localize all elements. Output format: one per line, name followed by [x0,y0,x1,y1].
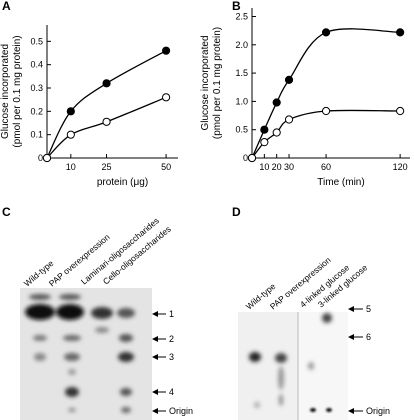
data-point [42,153,52,163]
data-point [321,106,331,116]
y-axis-label: (pmol per 0.1 mg protein) [212,27,223,139]
data-point [272,128,281,137]
data-point [161,46,171,55]
y-tick-label: 0.4 [30,60,43,70]
data-point [272,98,281,107]
y-tick-label: 0.1 [30,130,43,140]
y-tick-label: 0.5 [235,125,248,135]
data-point [396,28,405,37]
x-tick-label: 20 [272,162,282,172]
gel-image [238,312,348,420]
x-tick-label: 25 [102,162,112,172]
data-point [260,125,269,134]
y-tick-label: 0 [243,153,248,163]
x-axis-label: Time (min) [317,177,364,188]
x-axis-label: protein (μg) [97,177,148,188]
y-tick-label: 1.5 [235,68,248,78]
band-marker: 1 [169,309,174,319]
x-tick-label: 30 [284,162,294,172]
x-tick-label: 10 [66,162,76,172]
lane-labels: Wild-type PAP overexpression 4-linked gl… [244,255,370,312]
x-tick-label: 50 [161,162,171,172]
band-marker: Origin [169,406,193,416]
y-tick-label: 0 [38,153,43,163]
fit-curve [251,28,401,159]
y-axis-label: Glucose incorporated [0,44,11,139]
band-marker: 2 [169,334,174,344]
data-point [284,115,294,124]
y-axis-label: (pmol per 0.1 mg protein) [12,35,23,147]
band-marker: Origin [366,406,390,416]
data-point [66,107,75,116]
marker-arrows [348,306,363,414]
gel-image [20,288,152,420]
data-point [396,106,405,116]
y-tick-label: 0.3 [30,83,43,93]
data-point [321,28,331,37]
panel-label: B [232,0,241,13]
y-tick-label: 2.5 [235,11,248,21]
y-axis-label: Glucose incorporated [200,35,211,130]
x-tick-label: 60 [321,162,331,172]
band-marker: 3 [169,352,174,362]
band-marker: 5 [366,304,371,314]
data-point [102,117,111,126]
x-tick-label: 120 [393,162,408,172]
panel-label: A [2,0,11,13]
lane-labels: Wild-type PAP overexpression Laminari-ol… [22,215,173,288]
fit-curve [46,50,167,159]
marker-arrows [152,311,166,414]
y-tick-label: 1.0 [235,96,248,106]
y-tick-label: 0.5 [30,36,43,46]
data-point [260,138,269,147]
data-point [284,75,294,84]
fit-curve [46,96,167,159]
data-point [102,79,111,88]
band-marker: 4 [169,387,174,397]
panel-label: C [2,205,11,219]
data-point [161,93,171,102]
data-point [66,130,75,139]
y-tick-label: 2.0 [235,40,248,50]
data-point [247,153,257,163]
band-marker: 6 [366,332,371,342]
y-tick-label: 0.2 [30,106,43,116]
panel-label: D [232,205,241,219]
x-tick-label: 10 [259,162,269,172]
